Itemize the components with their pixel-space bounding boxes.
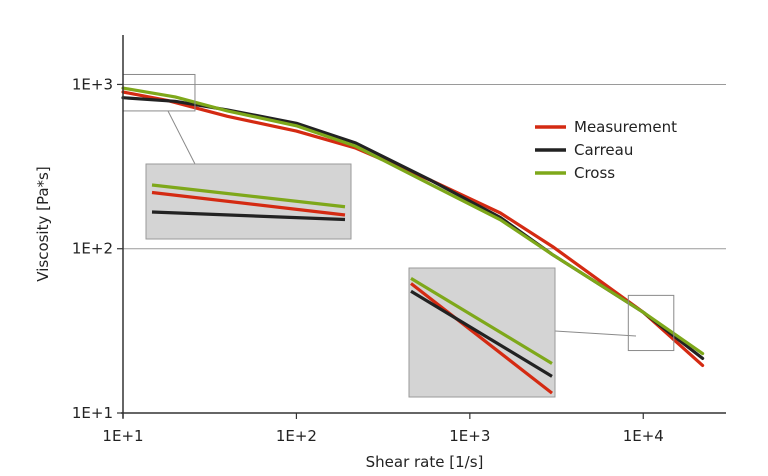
legend-label-2: Cross [574,164,615,182]
x-tick-label-1: 1E+2 [276,427,317,445]
series-lines [121,86,705,367]
y-tick-label-2: 1E+3 [72,75,113,93]
axes [117,35,726,419]
legend-label-1: Carreau [574,141,633,159]
x-tick-label-2: 1E+3 [449,427,490,445]
grid-lines [123,83,726,250]
zoom-inset-line-0-2 [151,183,346,209]
y-axis-label: Viscosity [Pa*s] [34,166,52,281]
zoom-inset-box-0 [145,163,352,240]
x-tick-label-0: 1E+1 [102,427,143,445]
y-tick-label-0: 1E+1 [72,404,113,422]
legend-label-0: Measurement [574,118,677,136]
legend: Measurement Carreau Cross [535,118,677,182]
y-tick-label-1: 1E+2 [72,240,113,258]
x-axis-label: Shear rate [1/s] [366,453,484,471]
zoom-inset-line-1-1 [410,289,553,378]
x-tick-label-3: 1E+4 [623,427,664,445]
zoom-source-box-1 [627,294,675,352]
tick-labels: 1E+1 1E+2 1E+3 1E+4 1E+1 1E+2 1E+3 [72,75,664,445]
zoom-connector-0 [167,110,196,165]
zoom-inset-line-0-1 [151,210,346,222]
zoom-inset-line-1-2 [410,276,553,365]
zoom-insets [122,73,675,398]
zoom-inset-line-0-0 [151,190,346,217]
zoom-connector-1 [554,330,637,337]
zoom-inset-line-1-0 [410,282,553,395]
series-line-2 [121,86,705,356]
